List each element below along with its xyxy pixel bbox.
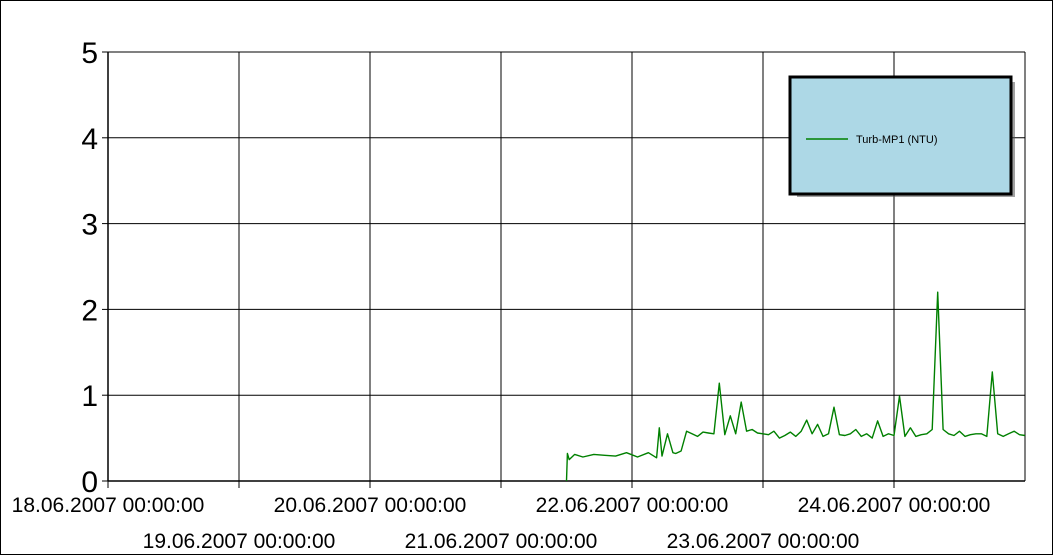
x-tick-label: 18.06.2007 00:00:00: [12, 494, 205, 517]
series-line: [565, 291, 1026, 482]
grid: [107, 51, 1026, 482]
series-layer: [565, 291, 1026, 482]
legend-label: Turb-MP1 (NTU): [856, 134, 937, 146]
y-tick-label: 2: [81, 294, 98, 327]
legend-box: [788, 75, 1013, 196]
x-tick-label: 24.06.2007 00:00:00: [798, 494, 991, 517]
y-axis: 0 1 2 3 4 5: [81, 37, 108, 499]
x-tick-label: 21.06.2007 00:00:00: [405, 530, 598, 553]
x-axis: 18.06.2007 00:00:00 20.06.2007 00:00:00 22…: [12, 481, 991, 553]
x-tick-label: 23.06.2007 00:00:00: [667, 530, 860, 553]
y-tick-label: 1: [81, 380, 98, 413]
y-tick-label: 5: [81, 37, 98, 70]
y-tick-label: 0: [81, 466, 98, 499]
x-tick-label: 20.06.2007 00:00:00: [274, 494, 467, 517]
y-tick-label: 3: [81, 209, 98, 242]
x-tick-label: 19.06.2007 00:00:00: [143, 530, 336, 553]
y-tick-label: 4: [81, 123, 98, 156]
legend: Turb-MP1 (NTU): [788, 75, 1015, 197]
x-tick-label: 22.06.2007 00:00:00: [536, 494, 729, 517]
